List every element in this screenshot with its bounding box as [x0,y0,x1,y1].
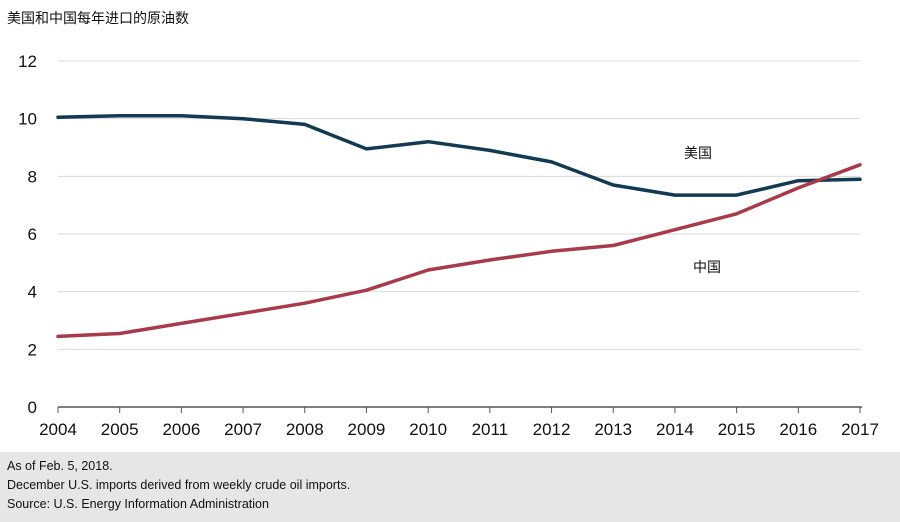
x-axis-ticks: 2004 2005 2006 2007 2008 2009 2010 2011 2012 2013… [39,406,879,439]
y-tick-label: 2 [28,340,37,359]
grid-lines [58,60,860,350]
chart-footer: As of Feb. 5, 2018. December U.S. import… [0,452,900,522]
y-tick-label: 6 [28,225,37,244]
x-tick-label: 2015 [718,420,756,439]
x-tick-label: 2008 [286,420,324,439]
method-note: December U.S. imports derived from weekl… [7,478,351,492]
x-tick-label: 2006 [162,420,200,439]
x-tick-label: 2004 [39,420,77,439]
x-tick-label: 2005 [101,420,139,439]
x-tick-label: 2012 [533,420,571,439]
y-tick-label: 8 [28,167,37,186]
chart-title: 美国和中国每年进口的原油数 [7,11,189,27]
x-tick-label: 2016 [779,420,817,439]
x-tick-label: 2010 [409,420,447,439]
y-tick-label: 4 [28,283,37,302]
x-tick-label: 2014 [656,420,694,439]
series-label-1: 中国 [693,260,721,276]
x-tick-label: 2011 [472,420,509,439]
series-line-0 [56,114,862,197]
x-tick-label: 2007 [224,420,262,439]
series-line-1 [56,163,862,339]
y-tick-label: 10 [18,110,37,129]
x-tick-label: 2017 [841,420,879,439]
y-tick-label: 0 [28,398,37,417]
y-tick-label: 12 [18,52,37,71]
as-of-note: As of Feb. 5, 2018. [7,459,113,473]
x-tick-label: 2009 [348,420,386,439]
series-lines [56,114,862,339]
source-note: Source: U.S. Energy Information Administ… [7,497,269,511]
series-label-0: 美国 [684,146,712,162]
x-tick-label: 2013 [594,420,632,439]
y-axis-ticks: 0 2 4 6 8 10 12 [18,52,37,417]
